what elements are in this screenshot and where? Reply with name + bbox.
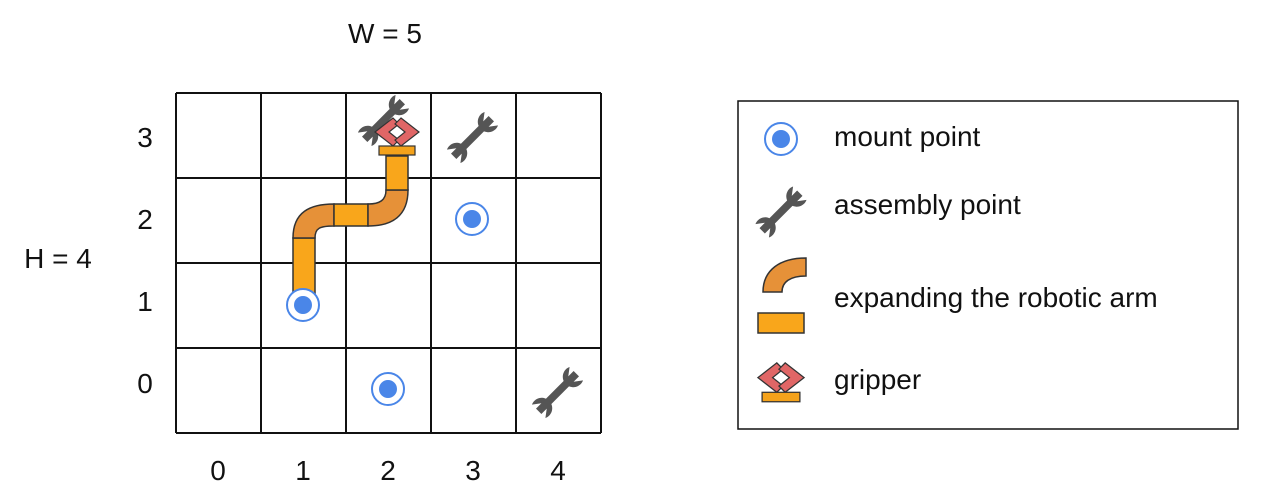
row-label: 2 [137,204,153,235]
arm-elbow-right-up [367,189,409,227]
gripper-icon [756,362,806,403]
mount-point-icon [286,288,320,322]
column-labels: 0 1 2 3 4 [210,455,566,486]
arm-segment-horizontal [333,203,369,227]
gripper-layer [374,117,420,156]
legend-arm-straight-icon [757,312,805,334]
wrench-icon [531,366,584,419]
column-label: 3 [465,455,481,486]
legend-mount-point-label: mount point [834,121,981,152]
height-label: H = 4 [24,243,92,274]
gripper-icon [374,117,420,156]
wrench-icon [446,111,499,164]
column-label: 0 [210,455,226,486]
mount-point-icon [455,202,489,236]
row-label: 1 [137,286,153,317]
row-label: 0 [137,368,153,399]
column-label: 1 [295,455,311,486]
legend-mount-point-icon [764,122,798,156]
legend-arm-icon [757,257,807,334]
assembly-points [357,94,584,419]
legend-arm-curve-icon [762,257,807,293]
wrench-icon [755,186,807,238]
legend-box [737,100,1239,430]
row-label: 3 [137,122,153,153]
row-labels: 0 1 2 3 [137,122,153,399]
column-label: 2 [380,455,396,486]
mount-points [286,202,489,406]
arm-segment-vertical-top [385,155,409,191]
legend-assembly-point-label: assembly point [834,189,1021,220]
legend-wrench-icon [755,186,807,238]
legend-gripper-label: gripper [834,364,921,395]
column-label: 4 [550,455,566,486]
mount-point-icon [371,372,405,406]
legend-arm-label: expanding the robotic arm [834,282,1158,313]
grid [175,92,602,434]
legend-gripper-icon [756,362,806,403]
arm-elbow-up-right [292,203,335,239]
wrench-icon [357,94,410,147]
width-label: W = 5 [348,18,422,49]
